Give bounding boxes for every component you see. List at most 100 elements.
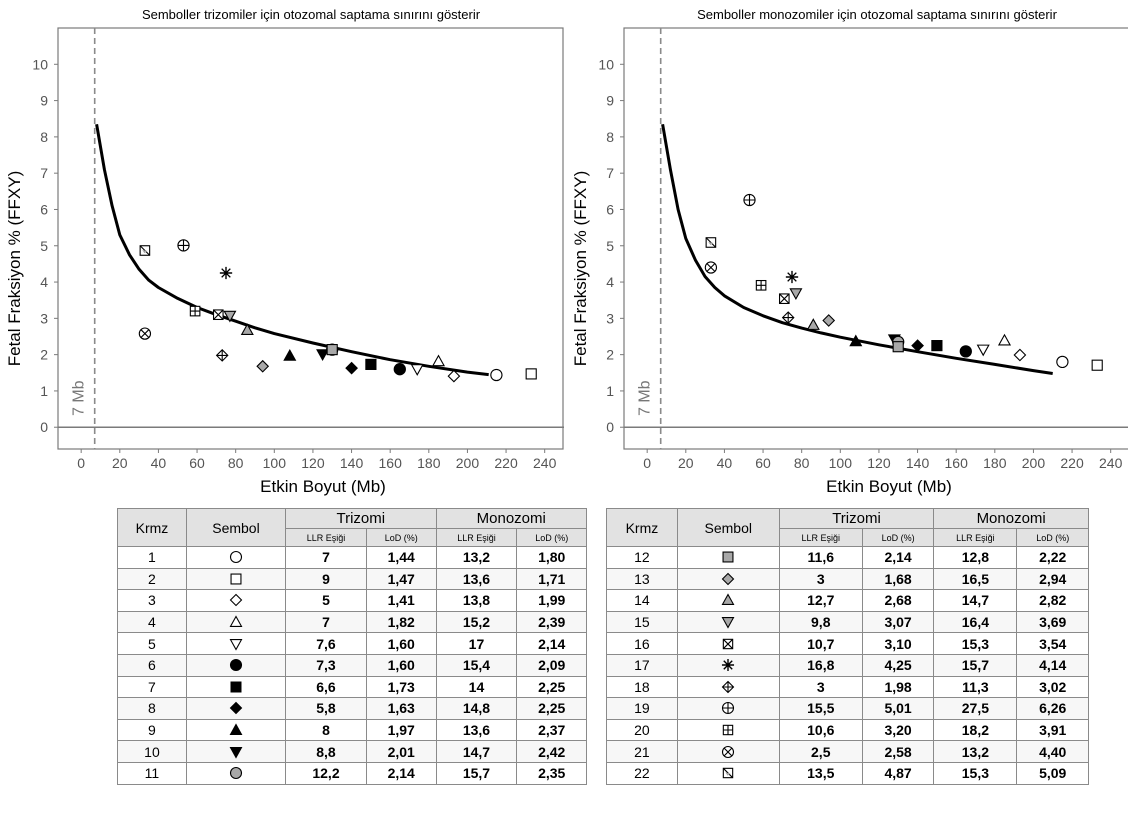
x-tick-label: 200 (1022, 455, 1046, 471)
data-point-chr-6 (959, 345, 972, 358)
y-tick-label: 3 (40, 310, 48, 326)
data-point-chr-5 (976, 344, 990, 357)
table-row: 7 6,6 1,73 14 2,25 (117, 675, 587, 699)
cell-mono-lod: 4,14 (1016, 653, 1089, 677)
x-tick-label: 0 (77, 455, 85, 471)
data-point-chr-1 (1056, 355, 1069, 369)
symbol-circle-x-icon (722, 745, 735, 758)
y-tick-label: 9 (606, 93, 614, 109)
data-point-chr-20 (189, 305, 201, 317)
x-tick-label: 120 (867, 455, 891, 471)
data-point-chr-22 (705, 237, 717, 248)
cell-mono-lod: 2,82 (1016, 589, 1089, 612)
cell-krmz: 16 (606, 632, 678, 655)
plot-frame (623, 27, 1128, 450)
data-point-chr-12 (326, 344, 338, 356)
symbol-triangle-up-filled-icon (229, 723, 243, 735)
x-tick-label: 160 (379, 455, 403, 471)
cell-tri-lod: 3,20 (861, 718, 935, 742)
data-point-chr-19 (743, 193, 756, 207)
cell-tri-llr: 5 (285, 589, 367, 612)
chart-title: Semboller monozomiler için otozomal sapt… (697, 7, 1057, 22)
cell-tri-lod: 1,97 (365, 718, 437, 742)
cell-mono-llr: 14,7 (933, 589, 1018, 612)
cell-tri-lod: 1,41 (365, 589, 437, 612)
x-tick-label: 160 (945, 455, 969, 471)
cell-mono-lod: 1,71 (516, 567, 587, 591)
data-point-chr-10 (316, 349, 330, 362)
data-point-chr-1 (490, 368, 503, 382)
x-tick-label: 100 (263, 455, 287, 471)
header-mono-llr: LLR Eşiği (933, 528, 1018, 547)
x-tick-label: 20 (678, 455, 694, 471)
header-sembol: Sembol (185, 508, 287, 547)
data-point-chr-4 (997, 333, 1012, 346)
cell-tri-lod: 2,14 (861, 546, 935, 569)
cell-mono-lod: 2,37 (516, 718, 587, 742)
y-tick-label: 1 (606, 383, 614, 399)
symbol-diamond-plus-icon (721, 680, 735, 694)
data-point-chr-9 (849, 334, 863, 347)
cell-mono-llr: 13,2 (933, 740, 1018, 763)
data-point-chr-13 (256, 359, 270, 373)
cell-tri-llr: 8,8 (285, 740, 367, 763)
cell-mono-llr: 16,4 (933, 610, 1018, 634)
symbol-square-filled-icon (230, 681, 242, 693)
cell-mono-lod: 2,42 (516, 740, 587, 763)
y-tick-label: 2 (40, 347, 48, 363)
x-tick-label: 0 (643, 455, 651, 471)
cell-tri-llr: 7,3 (285, 653, 367, 677)
symbol-cell (676, 567, 780, 591)
symbol-cell (185, 546, 287, 569)
cell-mono-lod: 3,54 (1016, 632, 1089, 655)
symbol-cell (676, 546, 780, 569)
symbol-square-diagonal-icon (723, 768, 734, 779)
x-tick-label: 60 (189, 455, 205, 471)
x-tick-label: 40 (717, 455, 733, 471)
cell-mono-llr: 13,6 (435, 567, 518, 591)
data-point-chr-22 (139, 245, 151, 256)
data-point-chr-19 (177, 239, 190, 252)
header-mono-llr: LLR Eşiği (435, 528, 518, 547)
symbol-cell (185, 697, 287, 720)
cell-tri-lod: 4,87 (861, 761, 935, 785)
table-body-left: 1 7 1,44 13,2 1,80 2 9 1,47 13,6 1,71 3 5 1,41 13,8 1,… (117, 546, 587, 785)
cell-krmz: 7 (117, 675, 187, 699)
cell-mono-llr: 16,5 (933, 567, 1018, 591)
cell-mono-lod: 2,39 (516, 610, 587, 634)
cell-tri-llr: 16,8 (778, 653, 863, 677)
symbol-cell (185, 610, 287, 634)
data-point-chr-14 (240, 323, 254, 336)
cell-tri-lod: 3,07 (861, 610, 935, 634)
cell-krmz: 4 (117, 610, 187, 634)
table-row: 1 7 1,44 13,2 1,80 (117, 546, 587, 569)
x-tick-label: 180 (983, 455, 1007, 471)
table-row: 15 9,8 3,07 16,4 3,69 (606, 610, 1089, 634)
cell-krmz: 9 (117, 718, 187, 742)
chart-title: Semboller trizomiler için otozomal sapta… (142, 7, 481, 22)
y-tick-label: 4 (40, 274, 48, 290)
symbol-cell (185, 761, 287, 785)
cell-tri-lod: 3,10 (861, 632, 935, 655)
symbol-cell (676, 740, 780, 763)
symbol-square-x-icon (723, 638, 734, 649)
symbol-asterisk-icon (722, 659, 735, 672)
cell-tri-llr: 8 (285, 718, 367, 742)
cell-tri-llr: 6,6 (285, 675, 367, 699)
y-tick-label: 0 (606, 419, 614, 435)
cell-tri-lod: 5,01 (861, 697, 935, 720)
y-tick-label: 2 (606, 347, 614, 363)
table-row: 20 10,6 3,20 18,2 3,91 (606, 718, 1089, 742)
cell-tri-llr: 12,2 (285, 761, 367, 785)
table-row: 9 8 1,97 13,6 2,37 (117, 718, 587, 742)
cell-tri-llr: 7,6 (285, 632, 367, 655)
table-row: 22 13,5 4,87 15,3 5,09 (606, 761, 1089, 785)
cell-mono-llr: 15,3 (933, 632, 1018, 655)
symbol-cell (676, 761, 780, 785)
cell-tri-llr: 2,5 (778, 740, 863, 763)
cell-tri-llr: 12,7 (778, 589, 863, 612)
data-point-chr-5 (410, 364, 424, 376)
cell-mono-llr: 17 (435, 632, 518, 655)
cell-mono-llr: 13,6 (435, 718, 518, 742)
data-point-chr-3 (1013, 348, 1027, 362)
